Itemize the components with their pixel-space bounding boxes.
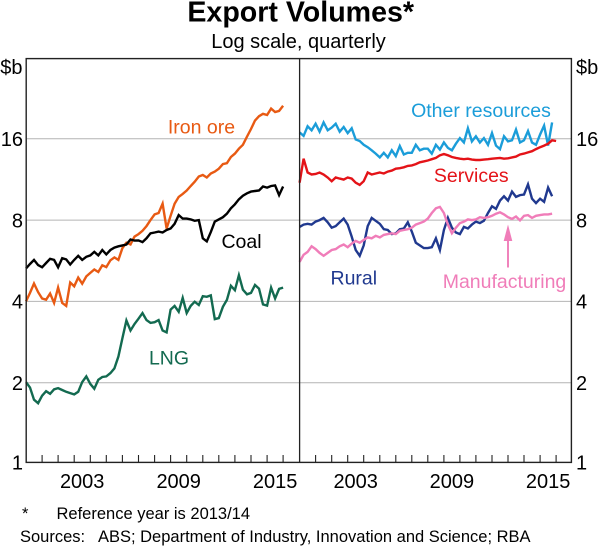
svg-text:Rural: Rural (330, 268, 377, 290)
svg-text:Reference year is 2013/14: Reference year is 2013/14 (57, 505, 251, 523)
svg-text:Log scale, quarterly: Log scale, quarterly (211, 31, 386, 53)
svg-text:2009: 2009 (430, 471, 475, 493)
svg-text:Other resources: Other resources (411, 100, 551, 122)
svg-text:$b: $b (0, 57, 22, 79)
svg-text:4: 4 (12, 292, 23, 314)
svg-text:2009: 2009 (156, 471, 201, 493)
svg-text:2003: 2003 (60, 471, 105, 493)
svg-text:1: 1 (576, 453, 587, 475)
svg-text:Export Volumes*: Export Volumes* (187, 0, 415, 28)
svg-text:16: 16 (1, 129, 23, 151)
svg-text:Iron ore: Iron ore (168, 117, 235, 139)
svg-text:Manufacturing: Manufacturing (443, 271, 567, 293)
svg-text:Sources: ABS; Department of: Sources: ABS; Department of Industry, In… (20, 528, 531, 546)
svg-text:4: 4 (576, 292, 587, 314)
svg-text:2: 2 (12, 373, 23, 395)
svg-text:*: * (22, 505, 29, 523)
svg-text:2015: 2015 (253, 471, 298, 493)
svg-text:16: 16 (576, 129, 598, 151)
svg-text:LNG: LNG (149, 348, 189, 370)
svg-text:8: 8 (576, 210, 587, 232)
svg-text:Services: Services (434, 165, 509, 187)
svg-text:2003: 2003 (333, 471, 378, 493)
svg-text:8: 8 (12, 210, 23, 232)
svg-text:$b: $b (576, 57, 598, 79)
svg-text:2: 2 (576, 373, 587, 395)
svg-text:Coal: Coal (221, 231, 261, 253)
svg-text:1: 1 (12, 453, 23, 475)
svg-text:2015: 2015 (526, 471, 571, 493)
